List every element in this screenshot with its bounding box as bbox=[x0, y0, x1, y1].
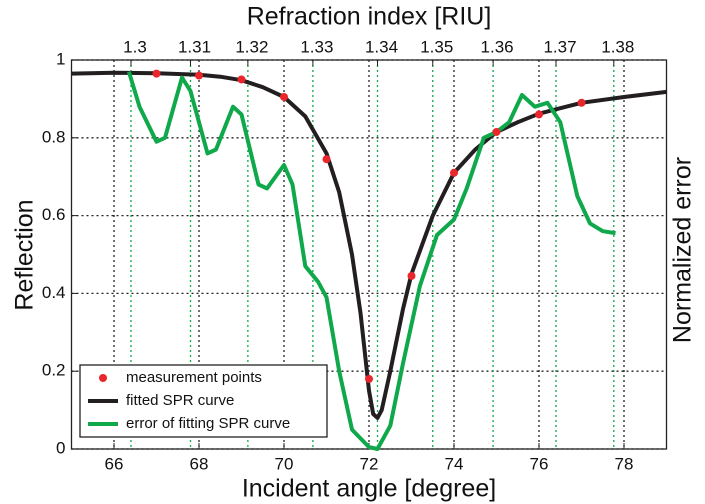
x-tick-label: 66 bbox=[105, 454, 124, 473]
x2-tick-label: 1.38 bbox=[601, 37, 634, 56]
data-point bbox=[195, 71, 203, 80]
data-point bbox=[450, 168, 458, 177]
x2-tick-label: 1.37 bbox=[543, 37, 576, 56]
legend-label: measurement points bbox=[126, 369, 262, 386]
x2-tick-label: 1.31 bbox=[178, 37, 211, 56]
x-tick-label: 70 bbox=[275, 454, 294, 473]
x2-tick-label: 1.3 bbox=[123, 37, 147, 56]
data-point bbox=[492, 127, 501, 136]
x-axis-title: Incident angle [degree] bbox=[242, 475, 496, 503]
series-line bbox=[126, 71, 616, 451]
legend-marker bbox=[99, 374, 107, 382]
x2-axis-title: Refraction index [RIU] bbox=[247, 3, 492, 31]
x2-tick-label: 1.32 bbox=[235, 37, 268, 56]
y-tick-label: 0.4 bbox=[42, 283, 66, 302]
y2-axis-title: Normalized error bbox=[669, 157, 697, 343]
y-tick-label: 1 bbox=[56, 49, 65, 68]
data-point bbox=[152, 69, 161, 78]
x-tick-label: 74 bbox=[445, 454, 464, 473]
data-point bbox=[322, 155, 331, 164]
y-tick-label: 0 bbox=[56, 438, 65, 457]
y-axis-title: Reflection bbox=[11, 199, 39, 310]
x2-tick-label: 1.33 bbox=[300, 37, 333, 56]
legend-box bbox=[79, 364, 328, 438]
legend-label: fitted SPR curve bbox=[126, 392, 234, 409]
x-tick-label: 68 bbox=[190, 454, 209, 473]
x2-tick-label: 1.35 bbox=[420, 37, 453, 56]
x-tick-label: 78 bbox=[615, 454, 634, 473]
y-tick-label: 0.6 bbox=[42, 205, 66, 224]
y-tick-label: 0.2 bbox=[42, 361, 66, 380]
data-point bbox=[280, 92, 288, 101]
x2-tick-label: 1.34 bbox=[365, 37, 398, 56]
x-tick-label: 72 bbox=[360, 454, 379, 473]
x-tick-label: 76 bbox=[530, 454, 549, 473]
legend-label: error of fitting SPR curve bbox=[126, 415, 290, 432]
data-point bbox=[577, 98, 586, 107]
data-point bbox=[407, 271, 416, 280]
y-tick-label: 0.8 bbox=[42, 127, 66, 146]
data-point bbox=[535, 110, 543, 119]
data-point bbox=[237, 75, 246, 84]
x2-tick-label: 1.36 bbox=[481, 37, 514, 56]
data-point bbox=[365, 374, 373, 383]
